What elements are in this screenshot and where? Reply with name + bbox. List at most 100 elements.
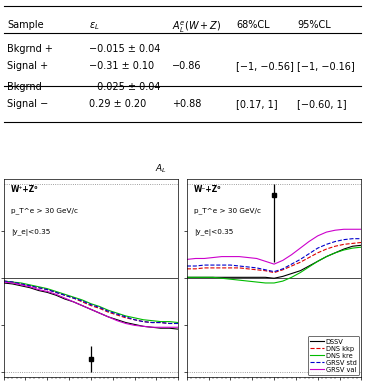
DNS kre xyxy=(167,319,172,324)
DNS kre xyxy=(62,292,67,296)
GRSV val xyxy=(115,319,119,323)
DNS kre xyxy=(124,314,128,318)
Text: $A_L^e(W+Z)$: $A_L^e(W+Z)$ xyxy=(172,20,221,35)
DNS kre xyxy=(254,280,259,284)
DNS kre xyxy=(150,319,154,323)
DNS kkp xyxy=(89,303,93,308)
GRSV val xyxy=(263,259,268,264)
DSSV xyxy=(298,269,303,273)
Text: [0.17, 1]: [0.17, 1] xyxy=(236,99,278,109)
GRSV std xyxy=(350,236,355,241)
DNS kkp xyxy=(1,279,6,283)
Text: Sample: Sample xyxy=(7,20,44,30)
Text: W⁺+Z⁰: W⁺+Z⁰ xyxy=(11,185,38,194)
GRSV std xyxy=(141,319,145,324)
DNS kre xyxy=(202,275,207,280)
DNS kkp xyxy=(228,266,233,270)
GRSV val xyxy=(150,325,154,330)
DSSV xyxy=(211,275,215,280)
GRSV std xyxy=(211,263,215,267)
GRSV val xyxy=(89,307,93,312)
GRSV std xyxy=(342,237,346,242)
DNS kkp xyxy=(62,293,67,298)
GRSV val xyxy=(141,324,145,328)
Text: 68%CL: 68%CL xyxy=(236,20,270,30)
DNS kre xyxy=(89,301,93,306)
DNS kre xyxy=(54,289,58,294)
Text: −0.86: −0.86 xyxy=(172,61,201,72)
GRSV val xyxy=(132,323,137,328)
Line: DSSV: DSSV xyxy=(4,283,178,329)
Text: 0.29 ± 0.20: 0.29 ± 0.20 xyxy=(89,99,147,109)
DNS kkp xyxy=(359,240,364,245)
GRSV val xyxy=(124,321,128,326)
DSSV xyxy=(289,271,294,276)
DSSV xyxy=(263,275,268,280)
DSSV xyxy=(150,325,154,330)
DSSV xyxy=(141,324,145,328)
DNS kre xyxy=(97,304,102,309)
Text: $A_L$: $A_L$ xyxy=(155,163,167,175)
DNS kre xyxy=(315,259,320,264)
DNS kre xyxy=(342,248,346,252)
DSSV xyxy=(28,285,32,290)
DNS kre xyxy=(298,271,303,275)
Text: Signal +: Signal + xyxy=(7,61,48,72)
DSSV xyxy=(315,259,320,264)
DNS kre xyxy=(158,319,163,324)
DNS kkp xyxy=(97,306,102,311)
GRSV val xyxy=(185,257,189,262)
GRSV val xyxy=(281,258,285,263)
Text: Signal −: Signal − xyxy=(7,99,49,109)
DSSV xyxy=(62,297,67,301)
GRSV val xyxy=(342,227,346,232)
GRSV val xyxy=(228,254,233,259)
GRSV std xyxy=(36,285,41,290)
DSSV xyxy=(307,264,311,268)
GRSV val xyxy=(71,299,76,304)
GRSV std xyxy=(176,321,180,326)
GRSV val xyxy=(272,262,276,266)
DNS kre xyxy=(246,279,250,283)
GRSV val xyxy=(246,255,250,260)
GRSV std xyxy=(150,320,154,325)
GRSV std xyxy=(315,246,320,250)
Text: +0.88: +0.88 xyxy=(172,99,201,109)
GRSV std xyxy=(237,264,241,268)
DNS kre xyxy=(307,265,311,269)
GRSV val xyxy=(10,281,15,285)
GRSV std xyxy=(115,312,119,316)
DNS kre xyxy=(333,251,337,255)
GRSV std xyxy=(307,251,311,256)
DNS kre xyxy=(1,279,6,283)
Text: p_T^e > 30 GeV/c: p_T^e > 30 GeV/c xyxy=(194,207,261,214)
GRSV val xyxy=(158,325,163,330)
DSSV xyxy=(350,244,355,248)
Line: GRSV val: GRSV val xyxy=(187,229,361,264)
Text: $\epsilon_L$: $\epsilon_L$ xyxy=(89,20,100,32)
DNS kkp xyxy=(263,269,268,273)
DNS kre xyxy=(211,275,215,280)
DNS kre xyxy=(281,279,285,283)
GRSV val xyxy=(220,254,224,259)
Text: |y_e|<0.35: |y_e|<0.35 xyxy=(194,229,233,236)
DSSV xyxy=(342,247,346,251)
GRSV val xyxy=(202,256,207,261)
Line: DNS kkp: DNS kkp xyxy=(4,281,178,323)
GRSV std xyxy=(106,309,111,314)
GRSV std xyxy=(97,305,102,310)
DNS kkp xyxy=(315,251,320,255)
Line: DNS kre: DNS kre xyxy=(4,281,178,323)
DSSV xyxy=(106,315,111,319)
DNS kre xyxy=(71,295,76,299)
DNS kkp xyxy=(202,266,207,270)
DNS kkp xyxy=(71,296,76,300)
GRSV std xyxy=(10,280,15,284)
DSSV xyxy=(80,303,84,308)
DNS kkp xyxy=(167,321,172,326)
DSSV xyxy=(220,275,224,280)
GRSV val xyxy=(254,256,259,261)
DSSV xyxy=(1,281,6,285)
DSSV xyxy=(237,275,241,280)
DNS kre xyxy=(19,281,23,285)
